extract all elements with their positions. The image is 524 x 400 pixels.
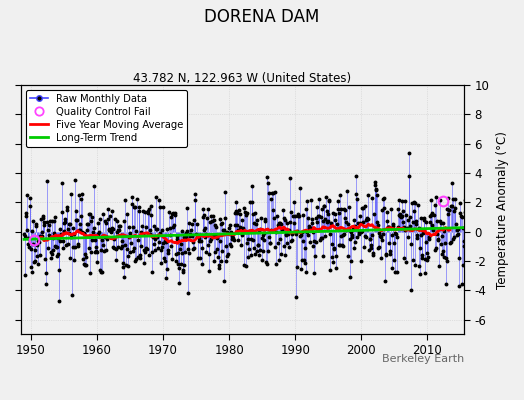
Y-axis label: Temperature Anomaly (°C): Temperature Anomaly (°C) [496,131,509,289]
Text: Berkeley Earth: Berkeley Earth [381,354,464,364]
Legend: Raw Monthly Data, Quality Control Fail, Five Year Moving Average, Long-Term Tren: Raw Monthly Data, Quality Control Fail, … [26,90,187,147]
Text: DORENA DAM: DORENA DAM [204,8,320,26]
Title: 43.782 N, 122.963 W (United States): 43.782 N, 122.963 W (United States) [133,72,351,85]
